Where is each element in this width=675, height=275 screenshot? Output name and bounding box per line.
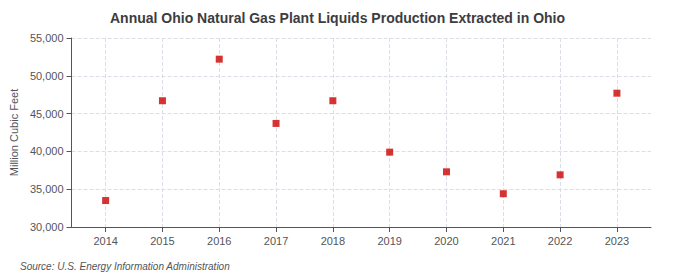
svg-text:2018: 2018 (321, 235, 345, 247)
svg-text:35,000: 35,000 (30, 183, 64, 195)
svg-text:2022: 2022 (548, 235, 572, 247)
svg-text:2019: 2019 (377, 235, 401, 247)
svg-text:30,000: 30,000 (30, 221, 64, 233)
svg-text:50,000: 50,000 (30, 70, 64, 82)
svg-text:45,000: 45,000 (30, 108, 64, 120)
svg-text:2017: 2017 (264, 235, 288, 247)
svg-text:Source: U.S. Energy Informatio: Source: U.S. Energy Information Administ… (20, 261, 230, 272)
svg-text:Annual Ohio Natural Gas Plant: Annual Ohio Natural Gas Plant Liquids Pr… (110, 10, 565, 26)
svg-text:40,000: 40,000 (30, 145, 64, 157)
svg-text:2020: 2020 (434, 235, 458, 247)
svg-text:2021: 2021 (491, 235, 515, 247)
svg-text:2015: 2015 (150, 235, 174, 247)
svg-text:2016: 2016 (207, 235, 231, 247)
svg-text:2023: 2023 (605, 235, 629, 247)
svg-text:Million Cubic Feet: Million Cubic Feet (8, 89, 20, 176)
svg-text:2014: 2014 (93, 235, 117, 247)
svg-text:55,000: 55,000 (30, 32, 64, 44)
